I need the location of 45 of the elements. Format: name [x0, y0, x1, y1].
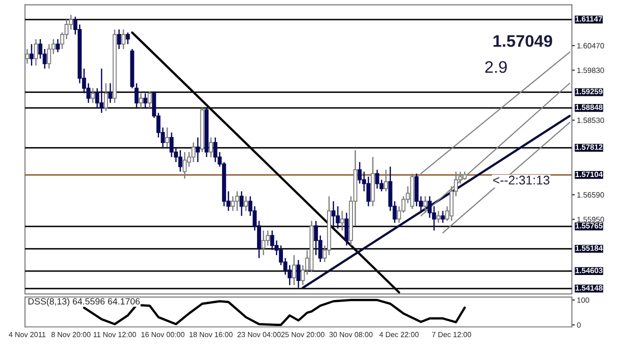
candlestick — [117, 28, 122, 50]
candlestick — [340, 210, 344, 232]
annotation: 2.9 — [485, 61, 507, 73]
candlestick — [366, 176, 370, 207]
annotation: <--2:31:13 — [493, 176, 550, 185]
candlestick — [384, 169, 388, 192]
candlestick — [104, 82, 108, 112]
candlestick — [240, 190, 244, 217]
candlestick — [196, 136, 200, 163]
candlestick — [148, 90, 152, 108]
candlestick — [165, 126, 170, 148]
chart-title: DSS(8,13) 64.5596 64.1706 — [28, 298, 140, 306]
candlestick — [292, 254, 296, 286]
candlestick — [336, 206, 340, 230]
candlestick — [358, 161, 362, 184]
candlestick — [244, 196, 248, 212]
candlestick — [30, 43, 34, 66]
candlestick — [182, 151, 187, 180]
candlestick — [266, 230, 270, 246]
candlestick — [47, 43, 52, 70]
candlestick — [235, 190, 240, 212]
candlestick — [375, 169, 380, 190]
candlestick — [90, 88, 95, 104]
candlestick — [34, 38, 38, 66]
candlestick — [440, 210, 445, 224]
candlestick — [428, 196, 432, 218]
candlestick — [56, 38, 60, 53]
candlestick — [270, 230, 274, 251]
candlestick — [423, 196, 428, 214]
candlestick — [138, 92, 143, 108]
candlestick — [170, 132, 174, 158]
candlestick — [178, 150, 182, 172]
candlestick — [296, 259, 300, 288]
candlestick — [95, 88, 100, 108]
candlestick — [344, 212, 349, 246]
candlestick — [121, 28, 126, 50]
candlestick — [213, 136, 218, 163]
candlestick — [191, 142, 196, 163]
candlestick — [126, 32, 130, 45]
candlestick — [230, 196, 235, 212]
candlestick — [108, 82, 112, 104]
candlestick — [436, 210, 440, 224]
candlestick — [208, 136, 213, 158]
annotation: 1.57049 — [494, 35, 552, 47]
candlestick — [143, 92, 148, 108]
